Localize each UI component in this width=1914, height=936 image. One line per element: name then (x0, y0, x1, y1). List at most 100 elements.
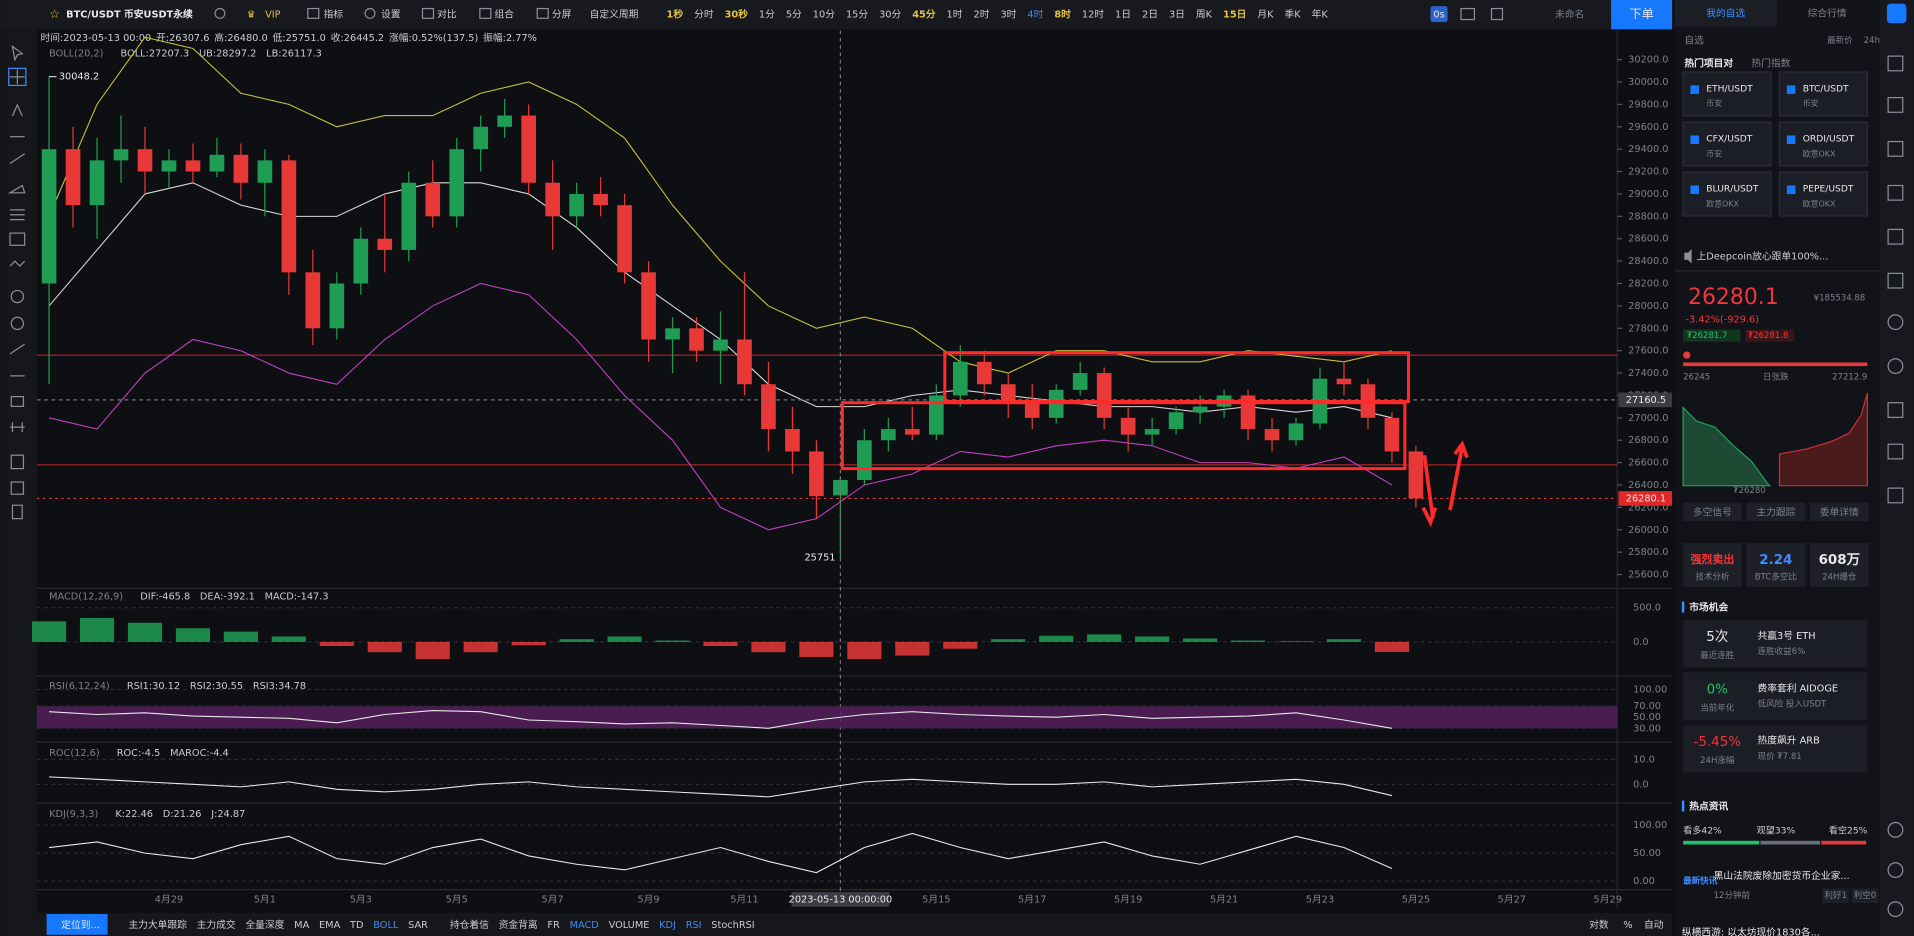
opp-title: 热度飙升 ARB (1758, 734, 1820, 747)
indicator-toggle[interactable]: 主力大单跟踪 (128, 918, 187, 931)
indicator-toggle[interactable]: SAR (408, 920, 428, 931)
locate-button[interactable] (46, 914, 108, 935)
period[interactable]: 1日 (1115, 10, 1131, 21)
star[interactable]: ☆ (49, 7, 60, 21)
period[interactable]: 8时 (1054, 8, 1071, 21)
y-tick-label: 28000.0 (1628, 301, 1668, 312)
period[interactable]: 2时 (974, 9, 990, 21)
period[interactable]: 10分 (813, 9, 835, 21)
indicator-line (49, 710, 1393, 729)
vote[interactable]: 利好1 (1824, 889, 1847, 901)
indicator-toggle[interactable]: 资金背离 (499, 918, 538, 931)
period[interactable]: 45分 (912, 8, 936, 21)
account[interactable]: 未命名 (1555, 8, 1584, 21)
period[interactable]: 1秒 (667, 8, 684, 21)
indicator-toggle[interactable]: EMA (319, 920, 341, 931)
y-tick-label: 30.00 (1633, 723, 1661, 734)
boll-band (48, 36, 1393, 374)
notice[interactable]: 上Deepcoin放心跟单100%... (1697, 249, 1829, 262)
indicator-toggle[interactable]: BOLL (373, 920, 399, 931)
order-label[interactable]: 下单 (1629, 7, 1653, 21)
opportunity-card[interactable] (1683, 724, 1868, 773)
hot-tab[interactable]: 热门指数 (1751, 56, 1790, 69)
period[interactable]: 5分 (786, 9, 802, 21)
candle-body (857, 440, 872, 480)
indicator-toggle[interactable]: TD (349, 920, 363, 931)
info-item: 振幅:2.77% (483, 31, 537, 44)
period[interactable]: 季K (1285, 9, 1302, 21)
timer[interactable]: 0s (1433, 10, 1444, 21)
candle-body (1168, 412, 1184, 430)
opp-value: -5.45% (1694, 735, 1741, 750)
indicator-toggle[interactable]: 持仓着信 (450, 918, 489, 931)
locate[interactable]: 定位到... (61, 918, 100, 931)
watch[interactable]: 自选 (1684, 33, 1704, 46)
info-item: 开:26307.6 (156, 33, 209, 44)
y-tick-label: 100.00 (1633, 684, 1667, 695)
news-title[interactable]: 黑山法院废除加密货币企业家... (1714, 869, 1850, 882)
button[interactable]: 委单详情 (1820, 506, 1859, 519)
period[interactable]: 30秒 (725, 8, 749, 21)
period[interactable]: 30分 (879, 9, 901, 21)
camera[interactable] (1460, 7, 1476, 21)
indicator-toggle[interactable]: StochRSI (711, 920, 754, 931)
custom-period[interactable]: 自定义周期 (590, 8, 639, 21)
symbol[interactable]: BTC/USDT 币安USDT永续 (66, 8, 193, 21)
candle-body (1408, 451, 1424, 499)
order-button[interactable] (1611, 0, 1673, 30)
tool-item[interactable]: 组合 (494, 8, 514, 21)
pair-name: ORDI/USDT (1803, 135, 1855, 145)
search-icon[interactable] (214, 7, 226, 19)
period[interactable]: 3日 (1169, 10, 1185, 21)
tool-item[interactable]: 设置 (381, 9, 401, 21)
indicator-toggle[interactable]: FR (547, 920, 560, 931)
tool-item[interactable]: 指标 (324, 8, 344, 21)
sentiment-label: 看多42% (1683, 825, 1722, 837)
period[interactable]: 3时 (1000, 9, 1016, 21)
opportunity-card[interactable] (1683, 672, 1868, 720)
indicator-toggle[interactable]: RSI (686, 920, 702, 931)
candle-body (976, 361, 992, 385)
period[interactable]: 月K (1257, 9, 1274, 21)
candle-body (233, 154, 249, 183)
period[interactable]: 1时 (947, 9, 963, 21)
log-toggle[interactable]: 对数 (1589, 918, 1609, 931)
indicator-toggle[interactable]: MA (294, 920, 309, 931)
bid: ₮26281.7 (1687, 331, 1728, 341)
period[interactable]: 年K (1312, 8, 1329, 21)
period[interactable]: 12时 (1082, 9, 1104, 21)
tab[interactable]: 综合行情 (1808, 6, 1847, 19)
period[interactable]: 周K (1196, 9, 1213, 21)
opp-label: 当前年化 (1700, 701, 1735, 713)
x-tick-label: 5月9 (637, 893, 659, 905)
indicator-toggle[interactable]: VOLUME (609, 920, 650, 931)
opportunity-card[interactable] (1683, 619, 1868, 668)
vip[interactable]: VIP (265, 10, 281, 21)
tab[interactable]: 我的自选 (1706, 6, 1745, 19)
indicator-toggle[interactable]: KDJ (659, 920, 676, 931)
period[interactable]: 分时 (694, 9, 714, 21)
button[interactable]: 多空信号 (1693, 506, 1732, 519)
period[interactable]: 4时 (1027, 9, 1043, 21)
period[interactable]: 15分 (846, 9, 868, 21)
indicator-toggle[interactable]: 主力成交 (197, 918, 236, 931)
hot-tab[interactable]: 热门项目对 (1684, 56, 1733, 69)
period[interactable]: 2日 (1142, 10, 1158, 21)
macd-bar (799, 641, 834, 657)
candle-body (89, 160, 105, 206)
indicator-toggle[interactable]: 全量深度 (245, 918, 284, 931)
vote[interactable]: 利空0 (1854, 889, 1877, 901)
tool-item[interactable]: 分屏 (552, 9, 572, 21)
last-price: 26280.1 (1688, 285, 1779, 310)
pair-card[interactable] (1682, 121, 1772, 167)
indicator-toggle[interactable]: MACD (570, 920, 599, 931)
pair-name: BTC/USDT (1803, 85, 1849, 95)
period[interactable]: 15日 (1223, 9, 1246, 21)
button[interactable]: 主力跟踪 (1756, 506, 1795, 519)
percent-toggle[interactable]: % (1623, 920, 1632, 931)
auto-toggle[interactable]: 自动 (1644, 918, 1664, 931)
fullscreen[interactable] (1490, 7, 1504, 21)
period[interactable]: 1分 (759, 9, 775, 21)
tool-item[interactable]: 对比 (437, 8, 457, 21)
macd-bar (1087, 634, 1122, 642)
